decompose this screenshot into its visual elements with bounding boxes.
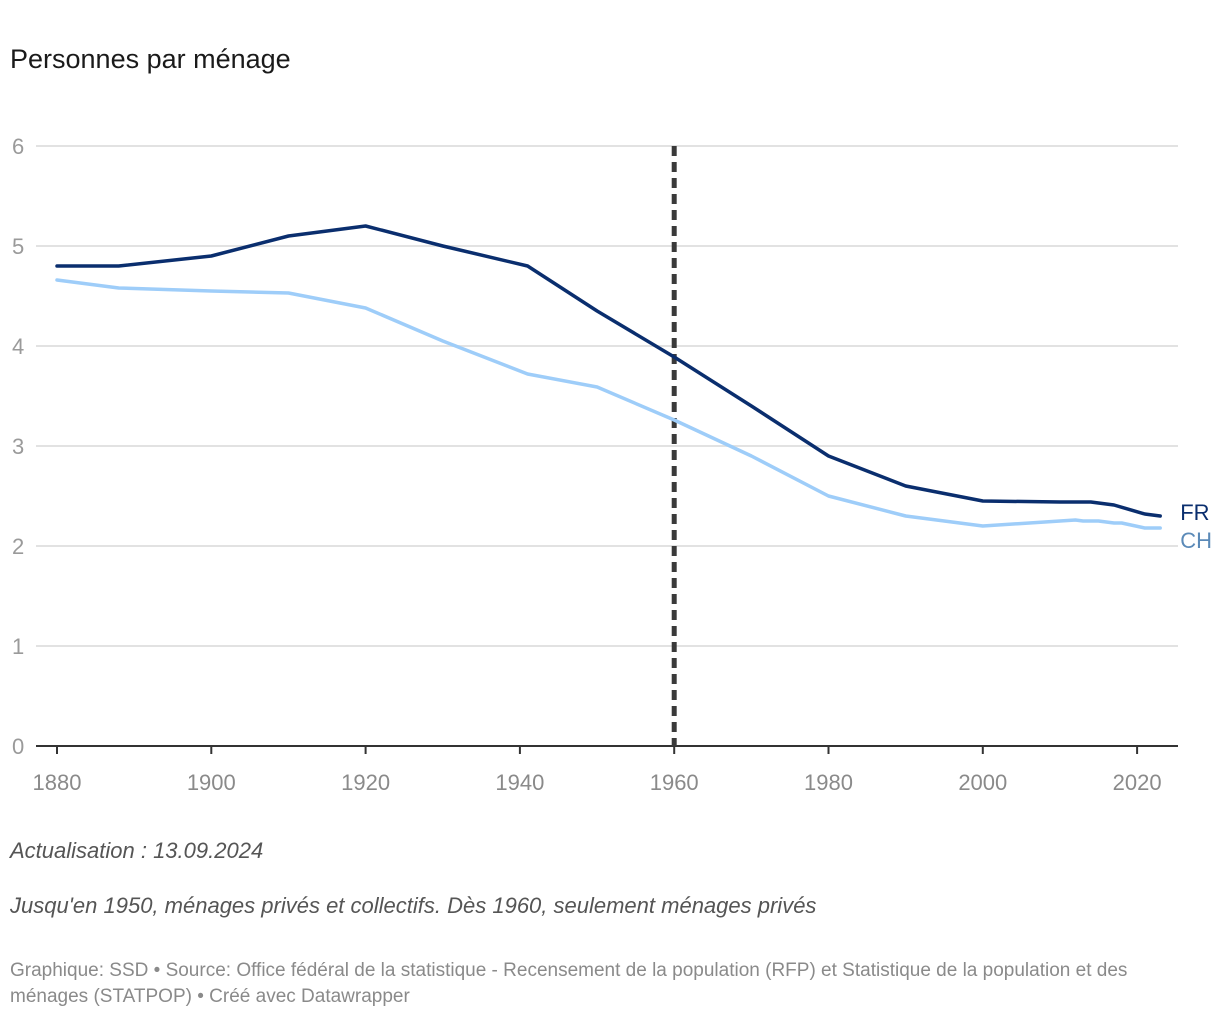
- gridlines: [36, 145, 1178, 747]
- series-line-ch: [55, 278, 1162, 530]
- x-tick-label-1900: 1900: [187, 770, 236, 795]
- series-label-fr: FR: [1180, 500, 1209, 525]
- y-tick-label-5: 5: [12, 234, 24, 259]
- x-tick-label-1980: 1980: [804, 770, 853, 795]
- series-labels: FR CH: [1180, 500, 1212, 553]
- x-axis-ticks: 1880 1900 1920 1940 1960 1980 2000 2020: [33, 746, 1162, 795]
- series-label-ch: CH: [1180, 528, 1212, 553]
- x-tick-label-1940: 1940: [495, 770, 544, 795]
- x-tick-label-1880: 1880: [33, 770, 82, 795]
- chart-title: Personnes par ménage: [10, 44, 291, 74]
- y-tick-label-0: 0: [12, 734, 24, 759]
- series-line-fr: [55, 224, 1162, 518]
- x-tick-label-2020: 2020: [1113, 770, 1162, 795]
- series-lines: [55, 224, 1162, 530]
- y-tick-label-2: 2: [12, 534, 24, 559]
- y-axis-ticks: 0 1 2 3 4 5 6: [12, 134, 24, 759]
- y-tick-label-3: 3: [12, 434, 24, 459]
- source-footer: Graphique: SSD • Source: Office fédéral …: [10, 960, 1128, 1007]
- y-tick-label-1: 1: [12, 634, 24, 659]
- x-tick-label-1920: 1920: [341, 770, 390, 795]
- update-note: Actualisation : 13.09.2024: [10, 838, 264, 863]
- x-tick-label-2000: 2000: [958, 770, 1007, 795]
- y-tick-label-6: 6: [12, 134, 24, 159]
- x-tick-label-1960: 1960: [650, 770, 699, 795]
- y-tick-label-4: 4: [12, 334, 24, 359]
- scope-note: Jusqu'en 1950, ménages privés et collect…: [10, 893, 817, 918]
- line-chart: 0 1 2 3 4 5 6 1880 1900 1920 1940 1960 1980 2000 2020…: [12, 134, 1212, 795]
